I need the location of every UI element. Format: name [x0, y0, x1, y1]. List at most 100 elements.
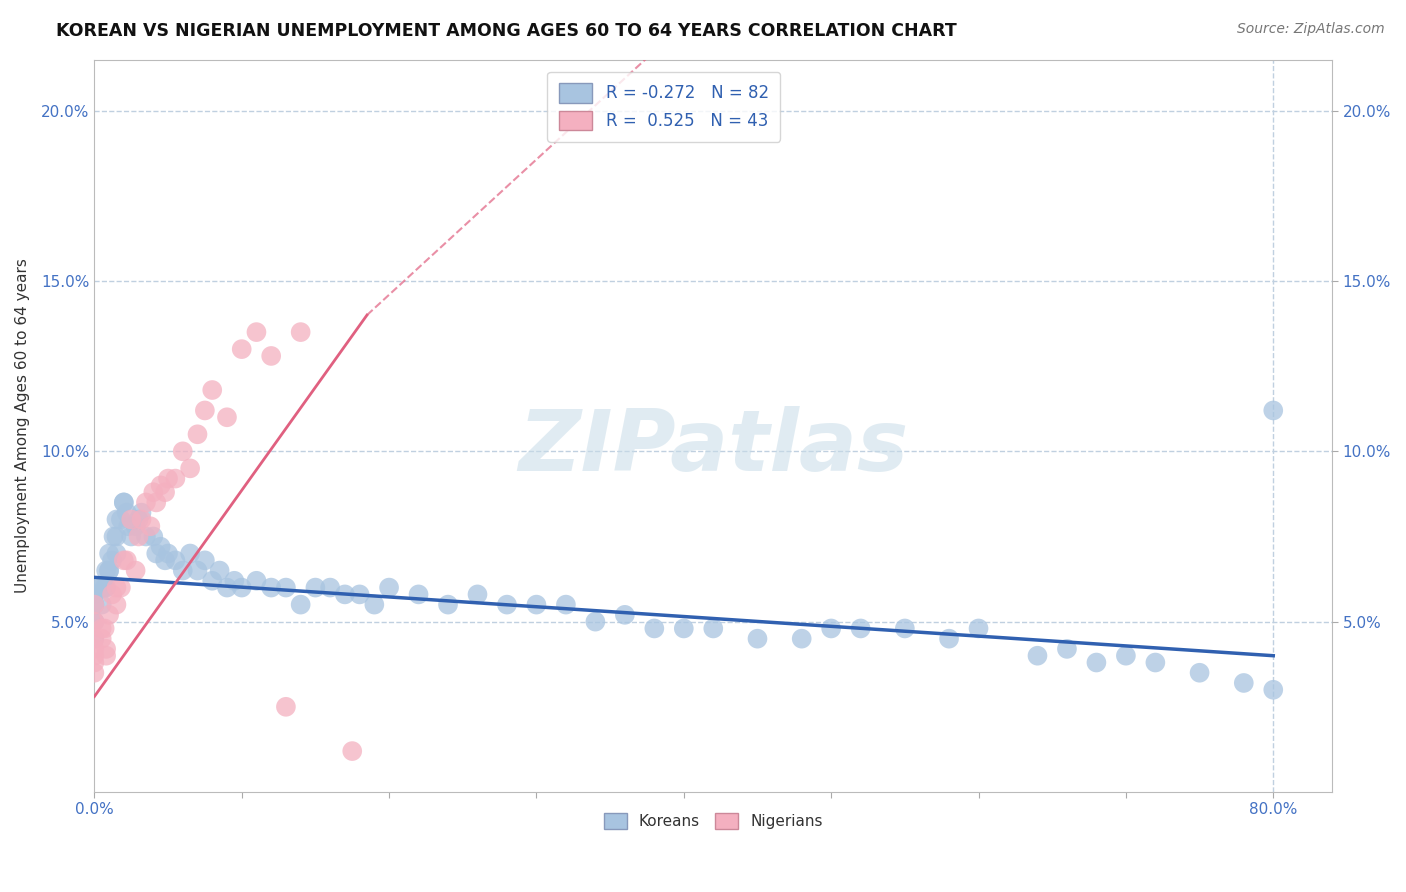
Point	[101, 587, 124, 601]
Point	[145, 547, 167, 561]
Point	[105, 529, 128, 543]
Point	[1188, 665, 1211, 680]
Point	[83, 632, 105, 646]
Point	[98, 547, 121, 561]
Point	[290, 325, 312, 339]
Point	[105, 598, 128, 612]
Point	[215, 410, 238, 425]
Point	[165, 553, 187, 567]
Point	[94, 581, 117, 595]
Point	[153, 485, 176, 500]
Y-axis label: Unemployment Among Ages 60 to 64 years: Unemployment Among Ages 60 to 64 years	[15, 259, 30, 593]
Point	[83, 615, 105, 629]
Point	[304, 581, 326, 595]
Point	[1233, 676, 1256, 690]
Point	[135, 529, 157, 543]
Point	[83, 641, 105, 656]
Point	[112, 495, 135, 509]
Point	[117, 519, 139, 533]
Point	[938, 632, 960, 646]
Point	[186, 564, 208, 578]
Point	[179, 461, 201, 475]
Point	[224, 574, 246, 588]
Point	[94, 648, 117, 663]
Point	[208, 564, 231, 578]
Point	[1263, 403, 1285, 417]
Point	[94, 641, 117, 656]
Point	[105, 512, 128, 526]
Point	[83, 598, 105, 612]
Point	[231, 581, 253, 595]
Text: KOREAN VS NIGERIAN UNEMPLOYMENT AMONG AGES 60 TO 64 YEARS CORRELATION CHART: KOREAN VS NIGERIAN UNEMPLOYMENT AMONG AG…	[56, 22, 957, 40]
Point	[1085, 656, 1108, 670]
Point	[83, 587, 105, 601]
Point	[103, 529, 125, 543]
Point	[83, 648, 105, 663]
Point	[98, 564, 121, 578]
Point	[149, 478, 172, 492]
Point	[260, 349, 283, 363]
Point	[820, 622, 842, 636]
Point	[110, 512, 132, 526]
Text: Source: ZipAtlas.com: Source: ZipAtlas.com	[1237, 22, 1385, 37]
Point	[290, 598, 312, 612]
Point	[153, 553, 176, 567]
Point	[115, 553, 138, 567]
Point	[231, 342, 253, 356]
Point	[149, 540, 172, 554]
Point	[179, 547, 201, 561]
Point	[194, 403, 217, 417]
Point	[83, 656, 105, 670]
Point	[83, 598, 105, 612]
Point	[112, 495, 135, 509]
Point	[115, 506, 138, 520]
Point	[849, 622, 872, 636]
Point	[186, 427, 208, 442]
Point	[349, 587, 371, 601]
Point	[702, 622, 724, 636]
Point	[201, 574, 224, 588]
Point	[172, 564, 194, 578]
Point	[105, 581, 128, 595]
Point	[672, 622, 695, 636]
Point	[145, 495, 167, 509]
Point	[967, 622, 990, 636]
Point	[333, 587, 356, 601]
Point	[165, 472, 187, 486]
Point	[378, 581, 401, 595]
Point	[139, 519, 162, 533]
Point	[194, 553, 217, 567]
Point	[94, 564, 117, 578]
Point	[342, 744, 364, 758]
Point	[583, 615, 606, 629]
Point	[408, 587, 430, 601]
Point	[1026, 648, 1049, 663]
Point	[83, 665, 105, 680]
Point	[98, 607, 121, 622]
Legend: Koreans, Nigerians: Koreans, Nigerians	[598, 807, 830, 836]
Point	[747, 632, 769, 646]
Point	[554, 598, 576, 612]
Point	[90, 632, 112, 646]
Text: ZIPatlas: ZIPatlas	[519, 406, 908, 489]
Point	[105, 547, 128, 561]
Point	[894, 622, 917, 636]
Point	[93, 622, 115, 636]
Point	[790, 632, 813, 646]
Point	[83, 615, 105, 629]
Point	[1263, 682, 1285, 697]
Point	[363, 598, 385, 612]
Point	[1056, 641, 1078, 656]
Point	[245, 325, 267, 339]
Point	[128, 529, 150, 543]
Point	[613, 607, 636, 622]
Point	[110, 581, 132, 595]
Point	[274, 699, 297, 714]
Point	[172, 444, 194, 458]
Point	[142, 485, 165, 500]
Point	[90, 622, 112, 636]
Point	[437, 598, 460, 612]
Point	[1144, 656, 1167, 670]
Point	[90, 581, 112, 595]
Point	[83, 581, 105, 595]
